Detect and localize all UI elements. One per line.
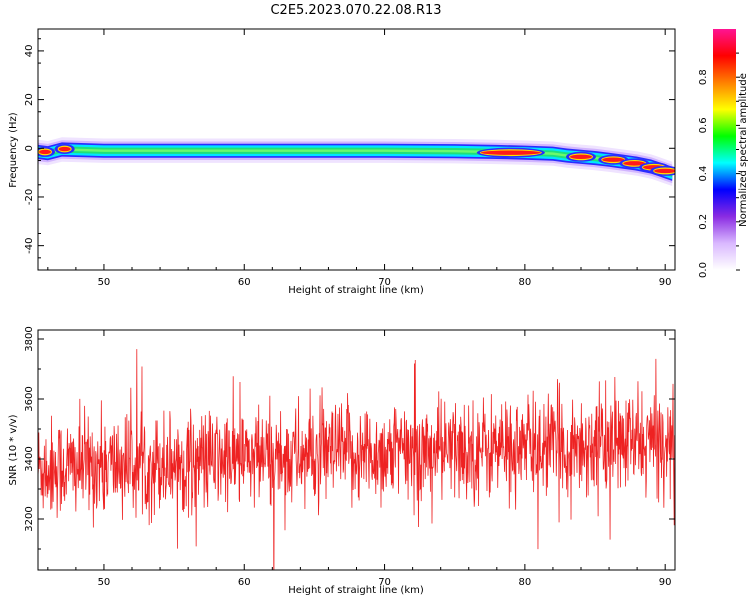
colorbar-tick-label: 0.4 — [698, 166, 709, 182]
snr-x-tick-label: 80 — [519, 577, 532, 588]
spectrogram-x-tick-label: 90 — [659, 277, 672, 288]
snr-series-line — [38, 349, 675, 570]
spectrogram-y-tick-label: 0 — [24, 145, 35, 151]
spectrogram-y-tick-label: -40 — [24, 237, 35, 253]
spectrogram-hotspot — [39, 149, 52, 155]
snr-y-label: SNR (10 * v/v) — [8, 414, 19, 485]
spectrogram-x-tick-label: 70 — [378, 277, 391, 288]
colorbar: 0.0 0.2 0.4 0.6 0.8 Normalized spectral ampl… — [698, 29, 749, 278]
spectrogram-y-tick-label: 40 — [24, 45, 35, 58]
spectrogram-x-label: Height of straight line (km) — [288, 285, 424, 296]
snr-y-tick-label: 3200 — [24, 506, 35, 531]
spectrogram-x-ticks: 50 60 70 80 90 — [47, 29, 672, 288]
spectrogram-x-tick-label: 50 — [98, 277, 111, 288]
figure-title: C2E5.2023.070.22.08.R13 — [270, 3, 441, 18]
colorbar-gradient — [713, 29, 736, 270]
colorbar-tick-label: 0.0 — [698, 262, 709, 278]
spectrogram-hotspot — [58, 146, 71, 152]
spectrogram-plot — [38, 137, 675, 186]
snr-y-tick-label: 3400 — [24, 446, 35, 471]
colorbar-tick-label: 0.8 — [698, 69, 709, 85]
snr-x-tick-label: 70 — [378, 577, 391, 588]
spectrogram-hotspot — [602, 157, 625, 162]
snr-x-tick-label: 90 — [659, 577, 672, 588]
snr-x-ticks: 50 60 70 80 90 — [47, 330, 672, 588]
spectrogram-panel: 50 60 70 80 90 -40 -20 0 20 40 Height of straigh… — [8, 28, 676, 296]
snr-plot — [38, 349, 675, 570]
snr-y-tick-label: 3800 — [24, 326, 35, 351]
spectrogram-x-tick-label: 80 — [519, 277, 532, 288]
snr-x-tick-label: 50 — [98, 577, 111, 588]
colorbar-tick-label: 0.2 — [698, 214, 709, 230]
snr-x-tick-label: 60 — [238, 577, 251, 588]
spectrogram-core — [38, 148, 673, 176]
colorbar-label: Normalized spectral amplitude — [738, 73, 749, 227]
spectrogram-hotspot — [623, 161, 646, 166]
snr-panel: 50 60 70 80 90 3200 3400 3600 3800 Height of st… — [8, 326, 676, 596]
spectrogram-y-tick-label: -20 — [24, 189, 35, 205]
spectrogram-x-tick-label: 60 — [238, 277, 251, 288]
spectrogram-y-label: Frequency (Hz) — [8, 112, 19, 188]
spectrogram-y-ticks: -40 -20 0 20 40 — [24, 38, 675, 259]
spectrogram-hotspot — [480, 150, 541, 155]
spectrogram-hotspot — [569, 154, 592, 160]
snr-x-label: Height of straight line (km) — [288, 585, 424, 596]
snr-y-tick-label: 3600 — [24, 386, 35, 411]
colorbar-tick-label: 0.6 — [698, 117, 709, 133]
colorbar-ticks: 0.0 0.2 0.4 0.6 0.8 — [698, 52, 740, 278]
spectrogram-y-tick-label: 20 — [24, 93, 35, 106]
spectrogram-hotspot — [654, 168, 675, 174]
snr-y-ticks: 3200 3400 3600 3800 — [24, 326, 675, 550]
